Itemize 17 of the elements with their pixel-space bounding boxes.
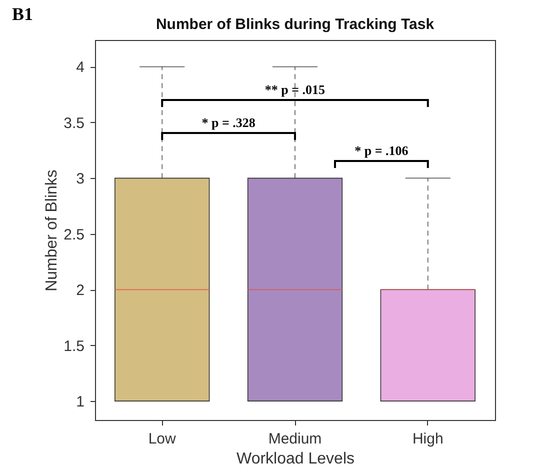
chart-title: Number of Blinks during Tracking Task <box>156 16 435 33</box>
y-tick-label: 3.5 <box>64 114 84 132</box>
x-tick-label: Low <box>148 430 176 448</box>
y-tick-label: 1.5 <box>64 338 84 355</box>
text: B1 <box>12 4 34 25</box>
y-tick-label: 2 <box>76 282 84 300</box>
annotation: * p = .106 <box>354 143 409 158</box>
x-tick-label: Medium <box>268 430 322 448</box>
annotation: * p = .328 <box>202 115 256 130</box>
y-axis-title: Number of Blinks <box>44 170 61 292</box>
x-axis-title: Workload Levels <box>236 450 354 468</box>
y-tick-label: 2.5 <box>64 226 84 244</box>
x-tick-label: High <box>412 430 444 448</box>
y-tick-label: 3 <box>76 170 84 188</box>
y-tick-label: 1 <box>76 394 84 411</box>
y-tick-label: 4 <box>76 59 84 76</box>
annotation: ** p = .015 <box>264 82 326 97</box>
